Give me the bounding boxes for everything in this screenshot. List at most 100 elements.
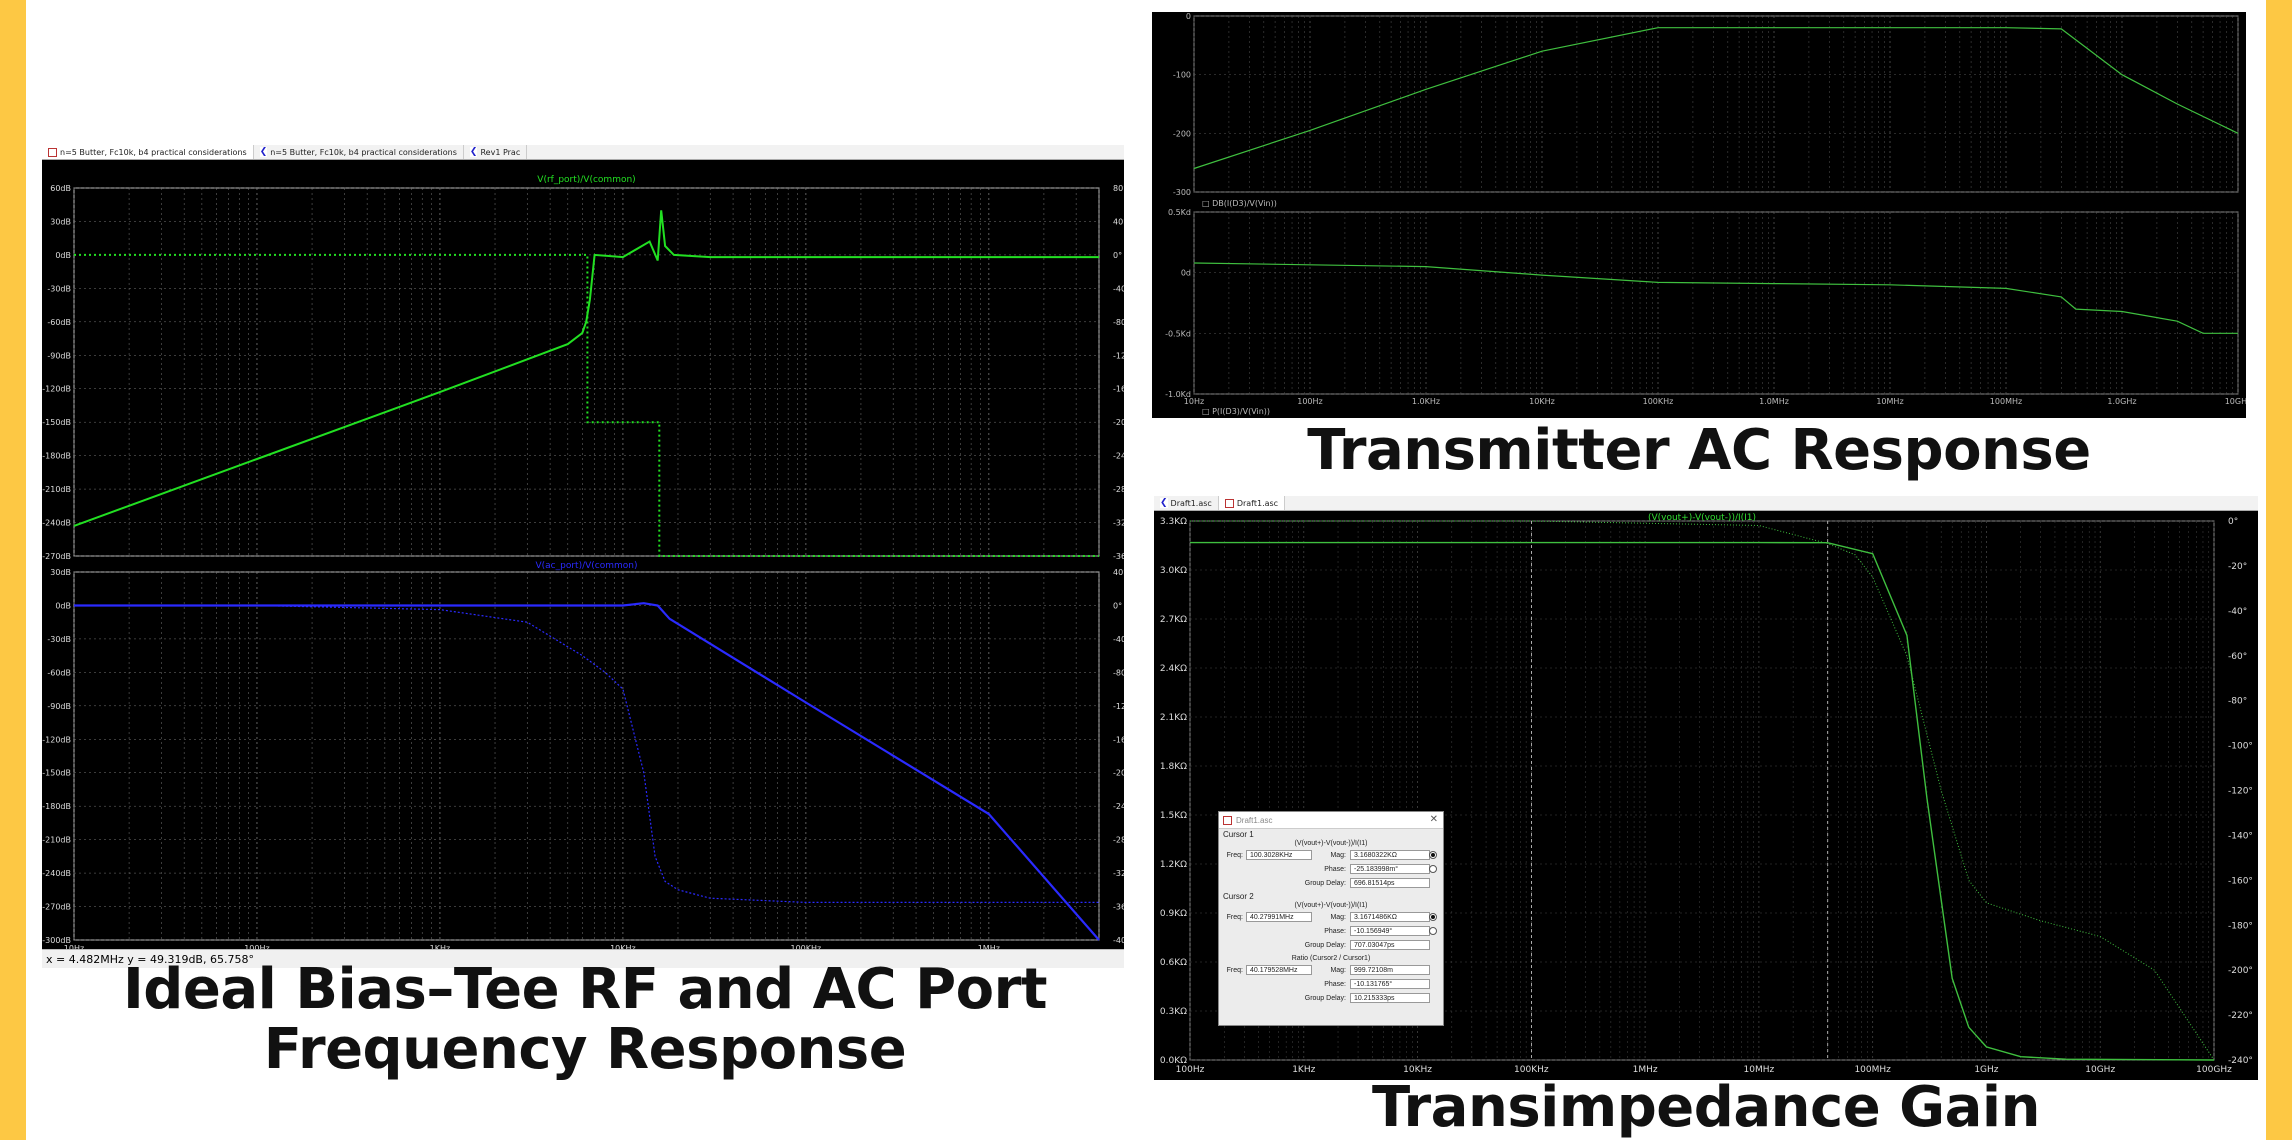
y2-tick-label: -160°: [1113, 735, 1124, 744]
y-tick-label: -180dB: [42, 452, 71, 461]
y2-tick-label: -180°: [2228, 921, 2253, 931]
x-tick-label: 1MHz: [978, 944, 1000, 953]
tab-draft1-a[interactable]: ❮ Draft1.asc: [1154, 496, 1219, 510]
y-tick-label: 0: [1186, 12, 1191, 21]
y-tick-label: -150dB: [42, 418, 71, 427]
cursor2-mag-radio[interactable]: [1429, 913, 1437, 921]
cursor-dialog[interactable]: Draft1.asc ✕ Cursor 1 (V(vout+)-V(vout-)…: [1218, 811, 1444, 1026]
ti-plot-title: (V(vout+)-V(vout-))/I(I1): [1648, 513, 1756, 523]
rf-magnitude-trace: [73, 210, 1099, 527]
tab-bias-tee-2[interactable]: ❮ n=5 Butter, Fc10k, b4 practical conside…: [254, 145, 464, 159]
y-tick-label: 3.3KΩ: [1160, 517, 1187, 527]
ratio-mag-field: 999.72108m: [1350, 965, 1430, 975]
ratio-label: Ratio (Cursor2 / Cursor1): [1291, 955, 1371, 962]
y2-tick-label: -360°: [1113, 552, 1124, 561]
cursor2-label: Cursor 2: [1223, 892, 1254, 901]
x-tick-label: 1KHz: [430, 944, 451, 953]
ac-plot-title: V(ac_port)/V(common): [535, 561, 637, 571]
x-tick-label: 100MHz: [1990, 397, 2022, 406]
cursor-dialog-title: Draft1.asc: [1236, 815, 1273, 825]
ratio-row-mag: Freq: 40.179528MHz Mag: 999.72108m: [1223, 963, 1439, 977]
y2-tick-label: -280°: [1113, 485, 1124, 494]
y-tick-label: 0.5Kd: [1168, 208, 1191, 217]
y-tick-label: 0.0KΩ: [1160, 1056, 1187, 1066]
tab-rev1[interactable]: ❮ Rev1 Prac: [464, 145, 528, 159]
cursor2-freq-field[interactable]: 40.27991MHz: [1246, 912, 1312, 922]
bias-tee-tabbar: n=5 Butter, Fc10k, b4 practical consider…: [42, 145, 1124, 160]
y-tick-label: -120dB: [42, 735, 71, 744]
y-tick-label: -30dB: [47, 635, 71, 644]
y2-tick-label: -40°: [1113, 284, 1124, 293]
x-tick-label: 100KHz: [1514, 1065, 1549, 1075]
y2-tick-label: -200°: [1113, 418, 1124, 427]
ti-magnitude-trace: [1190, 541, 2215, 1061]
y2-tick-label: -240°: [2228, 1056, 2253, 1066]
x-tick-label: 10KHz: [1403, 1065, 1432, 1075]
cursor1-phase-field: -25.183998m°: [1350, 864, 1430, 874]
y2-tick-label: -120°: [1113, 351, 1124, 360]
ratio-row-phase: Phase: -10.131765°: [1223, 977, 1439, 991]
tx-mag-frame: [1193, 15, 2239, 193]
y2-tick-label: -40°: [2228, 607, 2247, 617]
back-arrow-icon: ❮: [1160, 498, 1168, 508]
y-tick-label: -240dB: [42, 869, 71, 878]
transimpedance-tabbar: ❮ Draft1.asc Draft1.asc: [1154, 496, 2258, 511]
x-tick-label: 100MHz: [1854, 1065, 1891, 1075]
accent-bar-left: [0, 0, 26, 1140]
bias-tee-plot[interactable]: 60dB 30dB 0dB -30dB -60dB -90dB -120dB -150dB -1…: [42, 160, 1124, 964]
x-tick-label: 1GHz: [1974, 1065, 1998, 1075]
x-tick-label: 10KHz: [610, 944, 636, 953]
cursor1-mag-field: 3.1680322KΩ: [1350, 850, 1430, 860]
transmitter-window: 0 -100 -200 -300 0.5Kd 0d -0.5Kd -1.0Kd 10Hz 100H…: [1152, 12, 2246, 418]
y-tick-label: 30dB: [50, 568, 71, 577]
y2-tick-label: -320°: [1113, 519, 1124, 528]
schematic-icon: [48, 147, 57, 157]
y2-tick-label: -40°: [1113, 635, 1124, 644]
x-tick-label: 10Hz: [64, 944, 84, 953]
cursor2-phase-radio[interactable]: [1429, 927, 1437, 935]
x-tick-label: 100Hz: [1297, 397, 1322, 406]
close-icon[interactable]: ✕: [1429, 814, 1438, 825]
y-tick-label: 1.2KΩ: [1160, 860, 1187, 870]
transimpedance-plot[interactable]: 3.3KΩ 3.0KΩ 2.7KΩ 2.4KΩ 2.1KΩ 1.8KΩ 1.5KΩ 1.2KΩ…: [1154, 511, 2258, 1080]
y2-tick-label: -400°: [1113, 936, 1124, 945]
transimpedance-caption: Transimpedance Gain: [1372, 1075, 2041, 1140]
x-tick-label: 10Hz: [1184, 397, 1204, 406]
x-tick-label: 1KHz: [1292, 1065, 1315, 1075]
tx-magnitude-trace: [1193, 27, 2239, 170]
y-tick-label: 1.5KΩ: [1160, 811, 1187, 821]
cursor2-row-gd: Group Delay: 707.03047ps: [1223, 938, 1439, 952]
transmitter-caption: Transmitter AC Response: [1307, 418, 2091, 483]
tab-draft1-b[interactable]: Draft1.asc: [1218, 496, 1286, 510]
x-tick-label: 100KHz: [791, 944, 822, 953]
cursor1-phase-radio[interactable]: [1429, 865, 1437, 873]
y-tick-label: -200: [1173, 129, 1191, 138]
y-tick-label: -90dB: [47, 702, 71, 711]
cursor-status-bar: x = 4.482MHz y = 49.319dB, 65.758°: [42, 949, 1124, 968]
y-tick-label: -240dB: [42, 519, 71, 528]
accent-bar-right: [2266, 0, 2292, 1140]
y-tick-label: 60dB: [50, 184, 71, 193]
x-tick-label: 1.0GHz: [2107, 397, 2136, 406]
cursor1-mag-radio[interactable]: [1429, 851, 1437, 859]
y2-tick-label: -220°: [2228, 1011, 2253, 1021]
tx-legend-bottom: □ P(I(D3)/V(Vin)): [1202, 407, 1270, 416]
y-tick-label: 1.8KΩ: [1160, 762, 1187, 772]
y-tick-label: -100: [1173, 71, 1191, 80]
y-tick-label: 2.7KΩ: [1160, 615, 1187, 625]
cursor1-freq-field[interactable]: 100.3028KHz: [1246, 850, 1312, 860]
y-tick-label: 0dB: [55, 601, 71, 610]
x-tick-label: 10MHz: [1744, 1065, 1775, 1075]
cursor2-row-mag: Freq: 40.27991MHz Mag: 3.1671486KΩ: [1223, 910, 1439, 924]
y2-tick-label: 40°: [1113, 568, 1124, 577]
y2-tick-label: 40°: [1113, 217, 1124, 226]
x-tick-label: 10KHz: [1529, 397, 1555, 406]
y2-tick-label: -200°: [1113, 769, 1124, 778]
y2-tick-label: -60°: [2228, 652, 2247, 662]
y-tick-label: 0.3KΩ: [1160, 1007, 1187, 1017]
y-tick-label: -270dB: [42, 552, 71, 561]
y2-tick-label: -320°: [1113, 869, 1124, 878]
tab-bias-tee-1[interactable]: n=5 Butter, Fc10k, b4 practical consider…: [42, 145, 254, 159]
y2-tick-label: -280°: [1113, 836, 1124, 845]
